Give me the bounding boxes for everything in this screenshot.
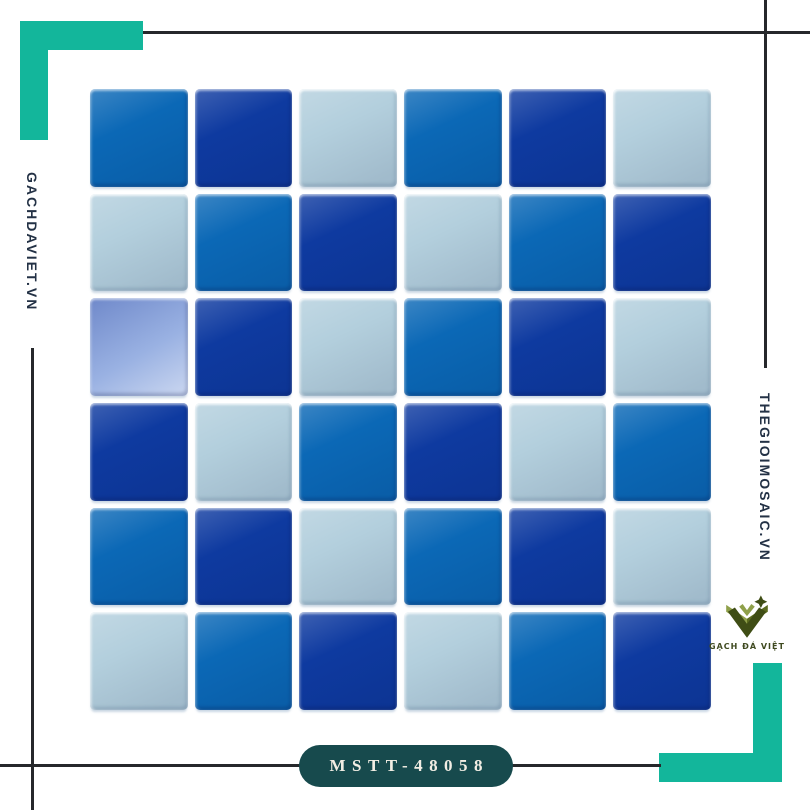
mosaic-tile xyxy=(299,402,397,501)
mosaic-tile xyxy=(508,507,607,606)
mosaic-tile xyxy=(194,612,293,710)
mosaic-tile xyxy=(194,507,293,606)
mosaic-tile xyxy=(403,402,502,501)
mosaic-tile xyxy=(194,298,293,396)
mosaic-tile xyxy=(613,507,711,606)
divider-line-left-vertical xyxy=(31,348,34,810)
mosaic-tile xyxy=(613,298,711,396)
mosaic-tile xyxy=(299,89,397,187)
corner-bracket-bottom-right-icon xyxy=(659,663,782,782)
mosaic-tile xyxy=(299,507,397,606)
mosaic-tile xyxy=(613,612,711,710)
mosaic-tile xyxy=(90,298,188,396)
mosaic-tile xyxy=(90,507,188,606)
mosaic-tile xyxy=(403,193,502,292)
mosaic-tile xyxy=(508,612,607,710)
mosaic-tile xyxy=(403,507,502,606)
mosaic-tile xyxy=(403,298,502,396)
mosaic-tile xyxy=(194,402,293,501)
mosaic-grid xyxy=(90,89,711,710)
mosaic-tile xyxy=(403,89,502,187)
mosaic-tile xyxy=(403,612,502,710)
mosaic-tile xyxy=(613,402,711,501)
divider-line-bottom-left xyxy=(0,764,302,767)
mosaic-tile xyxy=(613,193,711,292)
mosaic-tile xyxy=(299,612,397,710)
mosaic-tile xyxy=(508,89,607,187)
mosaic-tile xyxy=(508,298,607,396)
logo-text: GẠCH ĐÁ VIỆT xyxy=(709,642,785,651)
product-code: MSTT-48058 xyxy=(329,756,489,775)
divider-line-bottom-right xyxy=(511,764,661,767)
mosaic-tile xyxy=(194,89,293,187)
gem-icon xyxy=(726,595,768,638)
mosaic-tile xyxy=(508,193,607,292)
mosaic-tile xyxy=(299,193,397,292)
product-code-badge: MSTT-48058 xyxy=(299,745,513,787)
corner-bracket-top-left-icon xyxy=(20,21,143,140)
divider-line-right-vertical xyxy=(764,0,767,368)
site-url-left: GACHDAVIET.VN xyxy=(24,172,40,312)
brand-logo: GẠCH ĐÁ VIỆT xyxy=(697,594,797,651)
divider-line-top xyxy=(143,31,810,34)
mosaic-tile xyxy=(90,89,188,187)
mosaic-tile xyxy=(508,402,607,501)
mosaic-tile xyxy=(194,193,293,292)
site-url-right: THEGIOIMOSAIC.VN xyxy=(757,393,773,562)
mosaic-tile xyxy=(90,193,188,292)
star-sparkle-icon xyxy=(754,595,768,609)
mosaic-tile xyxy=(613,89,711,187)
mosaic-tile xyxy=(90,612,188,710)
mosaic-tile xyxy=(299,298,397,396)
mosaic-tile xyxy=(90,402,188,501)
